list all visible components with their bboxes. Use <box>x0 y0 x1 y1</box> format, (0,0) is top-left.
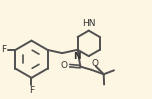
Text: F: F <box>29 86 34 95</box>
Text: F: F <box>1 45 6 54</box>
Text: O: O <box>61 61 68 70</box>
Text: O: O <box>92 59 99 68</box>
Text: N: N <box>73 52 81 61</box>
Text: HN: HN <box>82 19 95 28</box>
